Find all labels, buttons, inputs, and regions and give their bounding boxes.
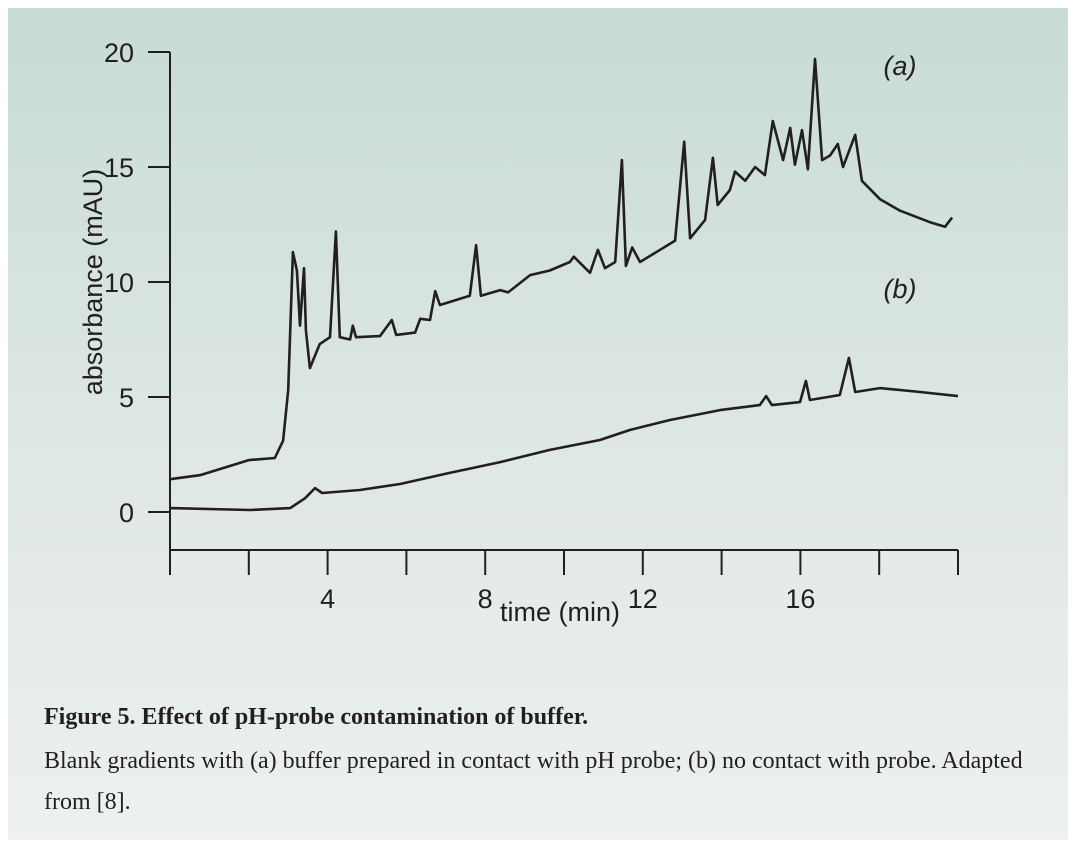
y-tick-label: 15 (104, 153, 134, 183)
line-series (169, 57, 954, 481)
y-axis-label: absorbance (mAU) (78, 169, 108, 396)
series-label: (a) (884, 51, 917, 81)
x-axis-label: time (min) (500, 597, 620, 627)
y-tick-label: 5 (119, 383, 134, 413)
caption-text: Blank gradients with (a) buffer prepared… (44, 748, 1023, 815)
x-tick-label: 8 (478, 584, 493, 614)
series-label: (b) (884, 274, 917, 304)
chart: time (min) absorbance (mAU) 0 5 10 15 20 4 8 12… (78, 38, 959, 627)
y-tick-label: 0 (119, 498, 134, 528)
line-series (169, 356, 959, 512)
y-tick-label: 10 (104, 268, 134, 298)
caption-title: Figure 5. Effect of pH-probe contaminati… (44, 704, 589, 730)
x-tick-label: 16 (785, 584, 815, 614)
x-tick-label: 12 (628, 584, 658, 614)
x-tick-label: 4 (320, 584, 335, 614)
panel (8, 8, 1068, 840)
y-tick-label: 20 (104, 38, 134, 68)
